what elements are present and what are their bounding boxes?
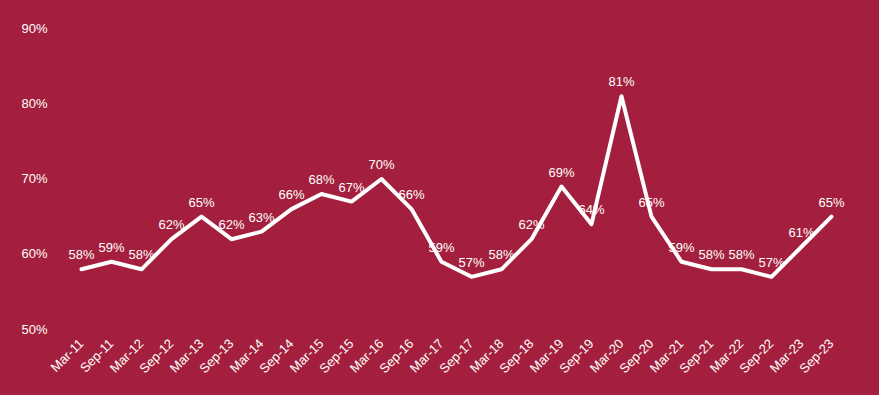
svg-text:Mar-18: Mar-18 — [466, 335, 507, 376]
svg-text:Sep-17: Sep-17 — [436, 336, 476, 376]
svg-text:Sep-13: Sep-13 — [196, 336, 236, 376]
svg-text:57%: 57% — [458, 255, 484, 270]
svg-text:62%: 62% — [158, 217, 184, 232]
svg-text:68%: 68% — [308, 172, 334, 187]
svg-text:Mar-20: Mar-20 — [586, 335, 627, 376]
svg-text:61%: 61% — [788, 225, 814, 240]
svg-text:Mar-12: Mar-12 — [106, 335, 147, 376]
svg-text:69%: 69% — [548, 165, 574, 180]
svg-text:58%: 58% — [698, 247, 724, 262]
svg-text:Mar-21: Mar-21 — [646, 335, 687, 376]
svg-text:Sep-19: Sep-19 — [556, 336, 596, 376]
svg-text:59%: 59% — [98, 240, 124, 255]
svg-text:Mar-13: Mar-13 — [166, 335, 207, 376]
svg-text:Mar-14: Mar-14 — [226, 335, 267, 376]
svg-text:65%: 65% — [188, 195, 214, 210]
svg-text:58%: 58% — [728, 247, 754, 262]
svg-text:62%: 62% — [218, 217, 244, 232]
svg-text:65%: 65% — [638, 195, 664, 210]
svg-text:58%: 58% — [488, 247, 514, 262]
svg-text:50%: 50% — [21, 322, 47, 337]
svg-text:57%: 57% — [758, 255, 784, 270]
svg-text:62%: 62% — [518, 217, 544, 232]
svg-text:65%: 65% — [818, 195, 844, 210]
svg-text:Mar-23: Mar-23 — [766, 335, 807, 376]
svg-text:Mar-22: Mar-22 — [706, 335, 747, 376]
svg-text:Mar-16: Mar-16 — [346, 335, 387, 376]
svg-text:58%: 58% — [68, 247, 94, 262]
svg-text:60%: 60% — [21, 246, 47, 261]
svg-text:Sep-12: Sep-12 — [136, 336, 176, 376]
svg-text:70%: 70% — [21, 171, 47, 186]
svg-text:70%: 70% — [368, 157, 394, 172]
svg-text:Sep-11: Sep-11 — [77, 335, 117, 376]
svg-text:59%: 59% — [668, 240, 694, 255]
svg-text:Mar-17: Mar-17 — [406, 335, 447, 376]
svg-text:64%: 64% — [578, 202, 604, 217]
svg-text:58%: 58% — [128, 247, 154, 262]
svg-text:59%: 59% — [428, 240, 454, 255]
svg-text:Sep-16: Sep-16 — [376, 336, 416, 376]
svg-text:Mar-11: Mar-11 — [47, 335, 87, 375]
svg-text:Sep-23: Sep-23 — [796, 336, 836, 376]
svg-text:90%: 90% — [21, 21, 47, 36]
svg-text:Sep-21: Sep-21 — [676, 336, 716, 376]
svg-text:Sep-14: Sep-14 — [256, 336, 296, 376]
svg-text:63%: 63% — [248, 210, 274, 225]
svg-text:Mar-15: Mar-15 — [286, 335, 327, 376]
svg-text:Sep-18: Sep-18 — [496, 336, 536, 376]
svg-text:Sep-15: Sep-15 — [316, 336, 356, 376]
svg-text:Sep-22: Sep-22 — [736, 336, 776, 376]
svg-text:Mar-19: Mar-19 — [526, 335, 567, 376]
svg-text:66%: 66% — [278, 187, 304, 202]
svg-text:Sep-20: Sep-20 — [616, 336, 656, 376]
svg-text:66%: 66% — [398, 187, 424, 202]
svg-text:67%: 67% — [338, 180, 364, 195]
svg-text:81%: 81% — [608, 74, 634, 89]
svg-text:80%: 80% — [21, 96, 47, 111]
